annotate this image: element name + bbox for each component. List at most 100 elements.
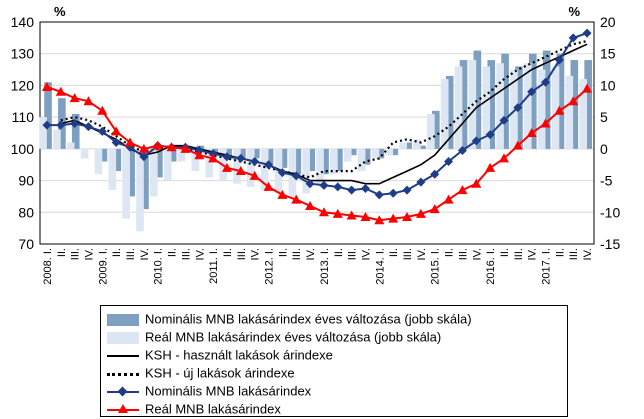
x-tick-label: II. — [167, 248, 179, 257]
y2-tick-label: 15 — [600, 46, 616, 62]
data-point — [499, 115, 509, 125]
legend-item-real-index: Reál MNB lakásárindex — [107, 400, 281, 418]
data-point — [347, 185, 357, 195]
bar — [537, 69, 546, 149]
x-tick-label: 2012. I. — [264, 248, 276, 285]
bar — [71, 113, 80, 149]
x-tick-label: 2011. I. — [208, 248, 220, 284]
data-point — [416, 177, 426, 187]
bar — [482, 66, 491, 149]
data-point — [263, 181, 274, 191]
bar — [238, 148, 246, 159]
data-point — [277, 168, 287, 178]
bar — [390, 148, 399, 156]
legend-label: Reál MNB lakásárindex éves változása (jo… — [145, 329, 442, 345]
series-line — [46, 86, 588, 222]
data-point — [402, 212, 413, 222]
x-tick-label: IV. — [305, 248, 317, 260]
y2-tick-label: -5 — [600, 173, 613, 189]
bar — [53, 129, 61, 149]
bar — [584, 60, 592, 149]
data-point — [305, 179, 315, 189]
bar — [177, 148, 186, 162]
data-point — [83, 96, 94, 106]
data-point — [291, 171, 301, 181]
data-point — [318, 207, 329, 217]
y-tick-label: 130 — [11, 46, 35, 62]
data-point — [70, 118, 80, 128]
bar — [99, 148, 108, 162]
data-point — [457, 145, 467, 155]
x-tick-label: IV. — [416, 248, 428, 260]
bar — [501, 53, 509, 149]
data-point — [139, 152, 149, 162]
y-tick-label: 140 — [11, 14, 35, 30]
x-tick-label: IV. — [194, 248, 206, 260]
y2-tick-label: 10 — [600, 77, 616, 93]
data-point — [125, 137, 136, 147]
y-tick-label: 70 — [18, 236, 34, 252]
bar — [279, 148, 288, 168]
bar — [454, 66, 463, 149]
x-tick-label: 2017. I. — [541, 248, 553, 285]
x-tick-label: III. — [180, 248, 192, 260]
bar — [321, 148, 329, 175]
x-tick-label: II. — [554, 248, 566, 257]
x-tick-label: III. — [513, 248, 525, 260]
bar — [459, 60, 468, 149]
legend-swatch-real-change — [107, 331, 139, 344]
right-axis-unit: % — [568, 4, 580, 19]
legend-item-ksh-used: KSH - használt lakások árindexe — [107, 346, 333, 364]
bar — [163, 148, 172, 181]
data-point — [498, 153, 509, 163]
bar — [496, 63, 504, 149]
x-tick-label: II. — [499, 248, 511, 257]
x-tick-label: IV. — [250, 248, 262, 260]
data-point — [430, 169, 440, 179]
data-point — [526, 128, 537, 137]
bar — [155, 148, 163, 178]
data-point — [374, 215, 385, 225]
data-point — [111, 126, 122, 136]
bar — [445, 75, 454, 149]
legend-label: KSH - használt lakások árindexe — [145, 347, 333, 363]
bar — [307, 148, 315, 172]
data-point — [540, 118, 551, 128]
y-tick-label: 90 — [18, 173, 34, 189]
data-point — [249, 170, 260, 180]
data-point — [221, 162, 232, 172]
legend-swatch-ksh-used — [107, 349, 139, 363]
bar — [473, 50, 482, 149]
legend-item-nominal-index: Nominális MNB lakásárindex — [107, 382, 311, 400]
data-point — [443, 194, 454, 204]
data-point — [568, 33, 578, 43]
data-point — [429, 204, 440, 214]
legend-item-real-change: Reál MNB lakásárindex éves változása (jo… — [107, 328, 441, 346]
bar — [579, 79, 588, 149]
bar — [233, 148, 241, 184]
data-point — [222, 152, 232, 162]
bar — [385, 148, 394, 156]
bar — [246, 148, 255, 187]
data-point — [236, 153, 246, 163]
data-point — [166, 142, 177, 152]
data-point — [180, 143, 191, 153]
y-tick-label: 80 — [18, 204, 34, 220]
series-line — [60, 39, 588, 179]
data-point — [194, 150, 205, 160]
bar — [265, 148, 274, 165]
x-tick-label: II. — [222, 248, 234, 257]
x-tick-label: 2014. I. — [374, 248, 386, 285]
x-tick-label: IV. — [83, 248, 95, 260]
data-point — [97, 126, 107, 136]
data-point — [388, 213, 399, 223]
x-tick-label: 2010. I. — [153, 248, 165, 285]
x-tick-label: 2009. I. — [97, 248, 109, 285]
bar — [335, 148, 343, 172]
bar — [66, 142, 75, 149]
x-tick-label: 2016. I. — [485, 248, 497, 285]
bar — [302, 148, 311, 194]
legend-swatch-ksh-new — [107, 367, 139, 381]
x-tick-label: IV. — [527, 248, 539, 260]
x-tick-label: IV. — [471, 248, 483, 260]
